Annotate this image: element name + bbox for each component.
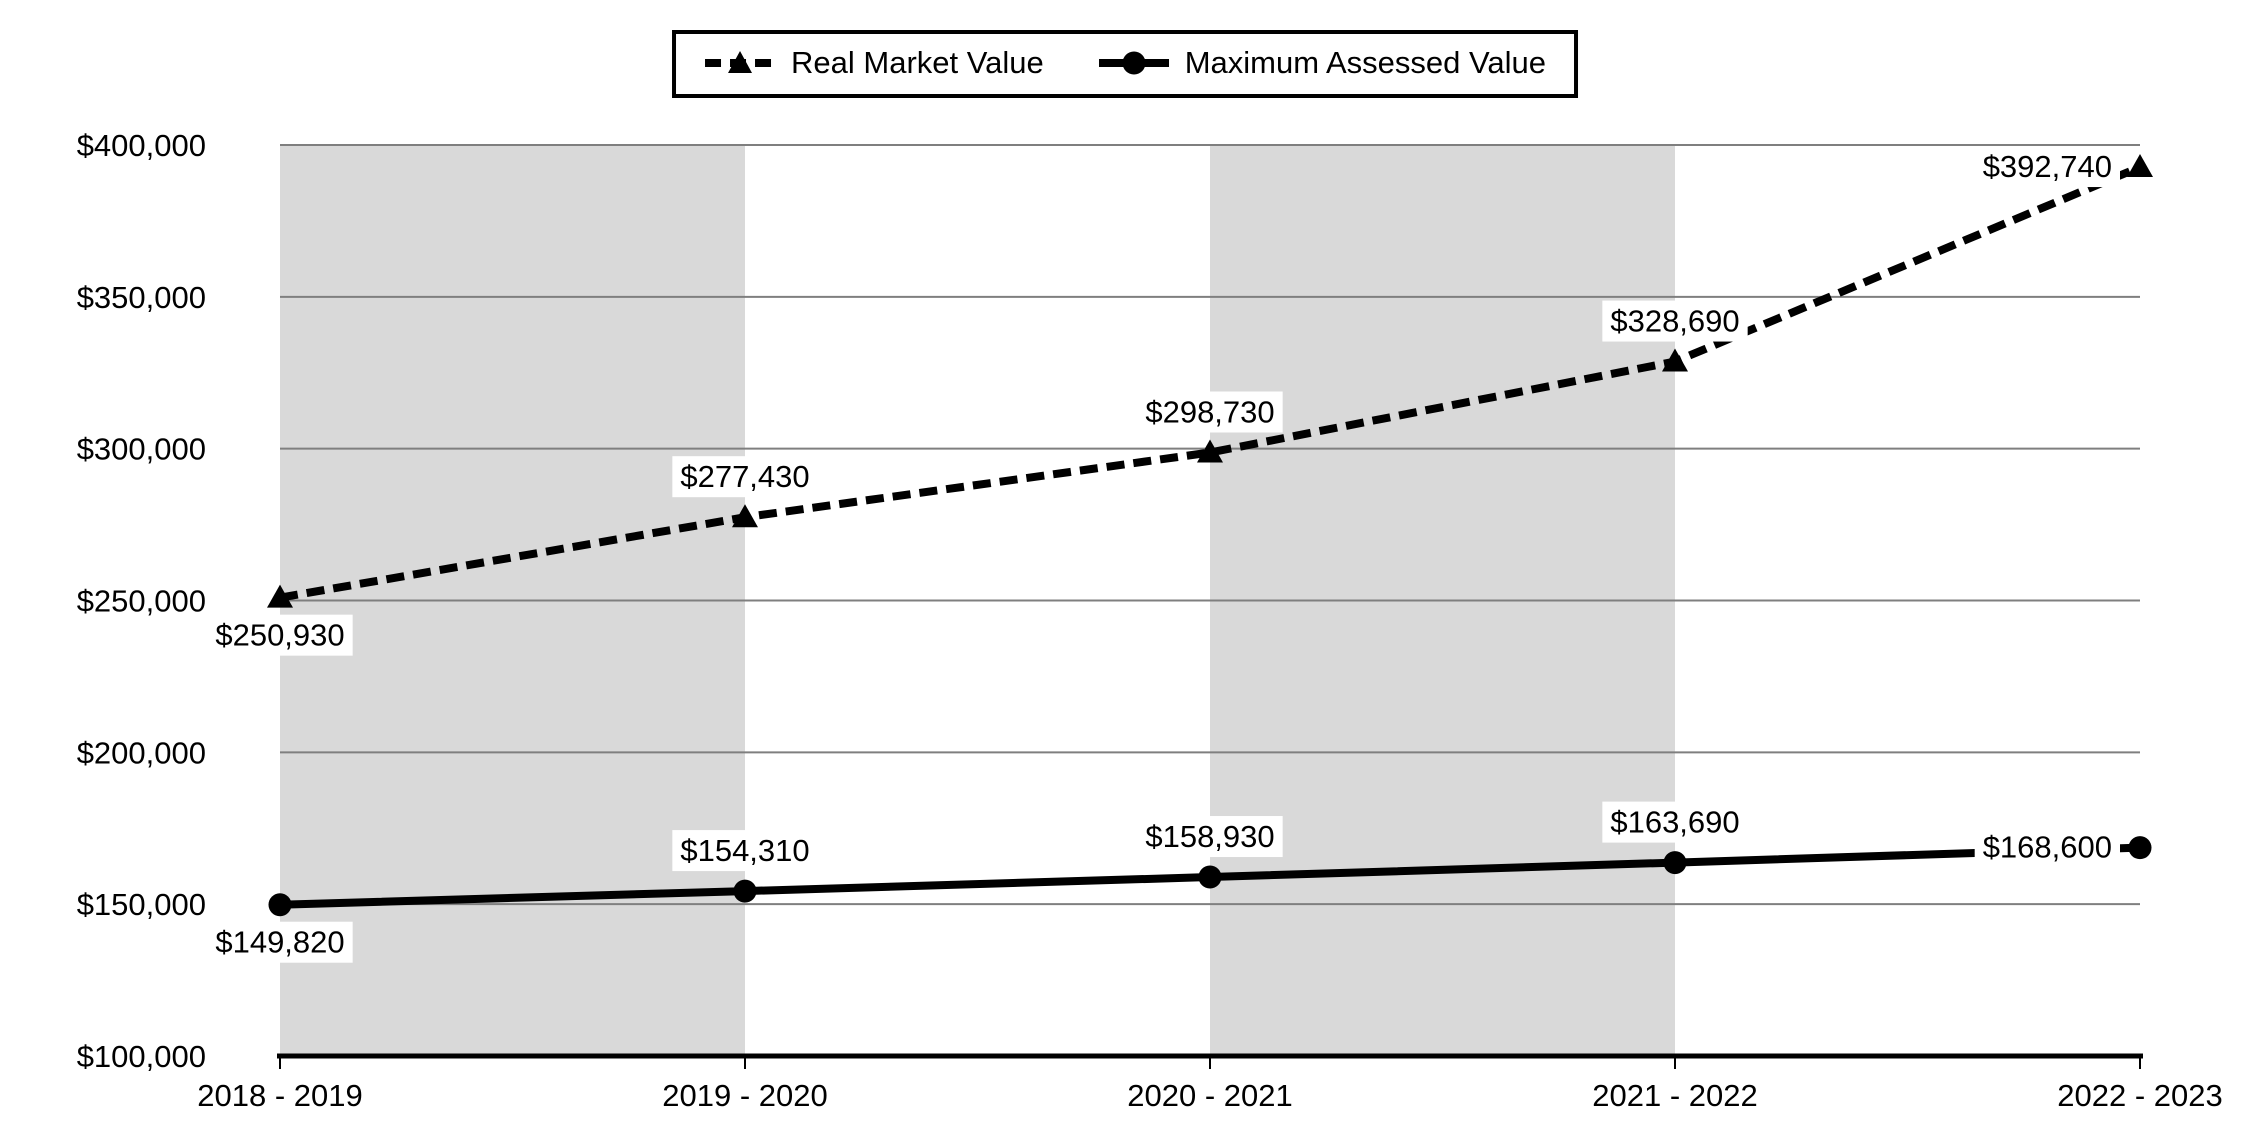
data-label-text: $328,690 [1610, 304, 1739, 339]
data-label: $163,690 [1602, 801, 1748, 843]
circle-marker [268, 893, 292, 917]
data-label: $328,690 [1602, 300, 1748, 342]
data-label-background [1602, 801, 1748, 843]
data-label: $158,930 [1137, 816, 1283, 858]
data-label-background [1974, 826, 2120, 868]
data-label-background [672, 830, 818, 872]
chart-legend: Real Market Value Maximum Assessed Value [672, 30, 1578, 98]
x-axis-tick-label: 2022 - 2023 [2057, 1078, 2222, 1113]
data-label-text: $392,740 [1983, 149, 2112, 184]
data-label-background [1602, 300, 1748, 342]
data-label: $392,740 [1974, 146, 2120, 188]
data-label-text: $158,930 [1145, 819, 1274, 854]
solid-line-circle-marker-icon [1098, 51, 1169, 75]
y-axis-tick-label: $300,000 [77, 432, 206, 467]
circle-marker [1663, 851, 1687, 875]
circle-marker [2128, 836, 2152, 860]
data-label-text: $168,600 [1983, 830, 2112, 865]
circle-marker [1198, 865, 1222, 889]
legend-item-maximum-assessed-value: Maximum Assessed Value [1098, 45, 1546, 81]
data-label: $298,730 [1137, 391, 1283, 433]
triangle-marker [2127, 154, 2153, 178]
triangle-marker [732, 504, 758, 528]
y-axis-tick-label: $350,000 [77, 280, 206, 315]
data-label: $154,310 [672, 830, 818, 872]
data-label-text: $277,430 [680, 459, 809, 494]
data-label-text: $163,690 [1610, 805, 1739, 840]
legend-label-maximum-assessed-value: Maximum Assessed Value [1184, 45, 1546, 80]
data-label: $168,600 [1974, 826, 2120, 868]
x-axis-tick-label: 2020 - 2021 [1127, 1078, 1292, 1113]
data-label: $250,930 [207, 614, 353, 656]
data-label-background [1137, 816, 1283, 858]
legend-label-real-market-value: Real Market Value [791, 45, 1044, 80]
data-label: $149,820 [207, 921, 353, 963]
series-line-real-market-value [279, 163, 2142, 602]
y-axis-tick-label: $200,000 [77, 735, 206, 770]
triangle-marker [1197, 439, 1223, 463]
x-axis-tick-label: 2021 - 2022 [1592, 1078, 1757, 1113]
y-axis-tick-label: $150,000 [77, 887, 206, 922]
data-label-background [207, 921, 353, 963]
x-axis-tick-label: 2019 - 2020 [662, 1078, 827, 1113]
y-axis-tick-label: $400,000 [77, 128, 206, 163]
legend-item-real-market-value: Real Market Value [704, 45, 1044, 81]
dashed-line-triangle-marker-icon [705, 51, 776, 73]
data-label-background [1137, 391, 1283, 433]
data-label-background [672, 456, 818, 498]
y-axis-tick-label: $250,000 [77, 584, 206, 619]
triangle-marker [1662, 348, 1688, 372]
circle-marker [733, 879, 757, 903]
data-label-text: $298,730 [1145, 395, 1274, 430]
triangle-marker [267, 584, 293, 608]
data-label-background [1974, 146, 2120, 188]
data-label-text: $149,820 [215, 925, 344, 960]
data-label-text: $250,930 [215, 618, 344, 653]
data-label-background [207, 614, 353, 656]
y-axis-tick-label: $100,000 [77, 1039, 206, 1074]
data-label-text: $154,310 [680, 833, 809, 868]
data-label: $277,430 [672, 456, 818, 498]
x-axis-tick-label: 2018 - 2019 [197, 1078, 362, 1113]
